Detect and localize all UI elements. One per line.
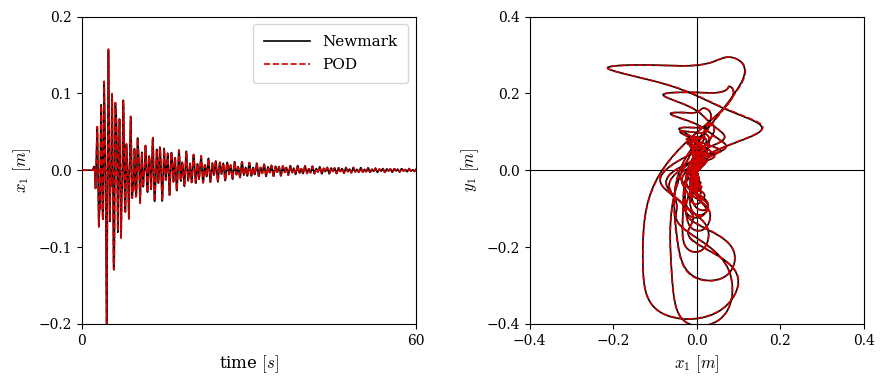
Newmark bbox=[103, 48, 113, 53]
Y-axis label: $x_1$ $[m]$: $x_1$ $[m]$ bbox=[12, 147, 33, 193]
Newmark bbox=[101, 332, 112, 337]
POD bbox=[387, 170, 398, 174]
POD bbox=[101, 332, 112, 337]
Newmark bbox=[410, 167, 421, 172]
POD bbox=[78, 168, 89, 173]
Newmark bbox=[267, 165, 277, 169]
POD bbox=[410, 167, 421, 172]
Y-axis label: $y_1$ $[m]$: $y_1$ $[m]$ bbox=[459, 148, 481, 192]
Newmark bbox=[387, 170, 398, 174]
POD bbox=[82, 168, 93, 173]
Newmark bbox=[78, 168, 89, 173]
Line: POD: POD bbox=[82, 49, 416, 335]
POD bbox=[103, 47, 113, 51]
Newmark bbox=[406, 169, 416, 173]
Newmark bbox=[82, 168, 93, 173]
POD bbox=[406, 169, 416, 173]
Newmark bbox=[76, 168, 87, 173]
Line: Newmark: Newmark bbox=[82, 51, 416, 334]
Newmark bbox=[140, 144, 151, 148]
POD bbox=[267, 165, 277, 169]
X-axis label: $x_1$ $[m]$: $x_1$ $[m]$ bbox=[674, 353, 719, 375]
POD bbox=[76, 168, 87, 173]
X-axis label: time $[s]$: time $[s]$ bbox=[219, 353, 279, 375]
Legend: Newmark, POD: Newmark, POD bbox=[253, 24, 408, 83]
POD bbox=[140, 144, 151, 148]
